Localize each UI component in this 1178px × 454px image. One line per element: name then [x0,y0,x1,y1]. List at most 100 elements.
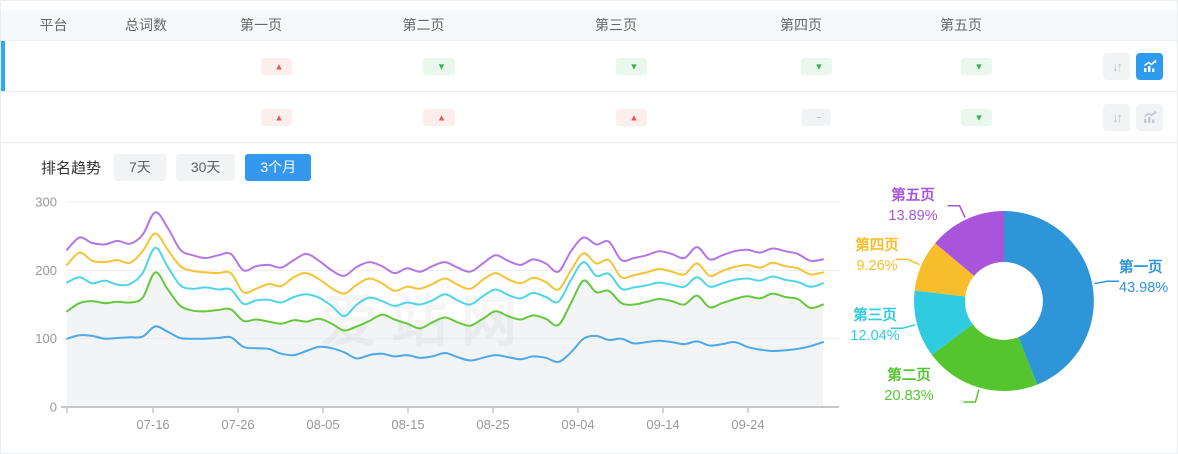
page-distribution-donut: 第一页 43.98% 第二页 20.83% 第三页 12.04% 第四页 9.26% 第… [839,179,1178,454]
table-header-row: 平台 总词数 第一页 第二页 第三页 第四页 第五页 [1,10,1177,41]
trend-chart-icon[interactable] [1136,103,1163,131]
slice-name: 第四页 [855,238,899,254]
arrow-down-icon: ▼ [814,61,824,71]
change-badge: ▼ [960,57,993,75]
series-line-第一页[interactable] [66,325,824,364]
slice-name: 第五页 [891,188,935,204]
page-4-cell: − [721,108,881,126]
slice-name: 第二页 [887,368,931,384]
active-row-indicator [1,92,5,142]
trend-bar: 排名趋势 7天 30天 3个月 [41,153,1177,181]
header-page-5: 第五页 [940,17,982,33]
page-5-cell: ▼ [881,108,1041,126]
page-3-cell: ▲ [511,108,721,126]
trend-tab[interactable]: 3个月 [245,153,312,181]
donut-slice-第二页[interactable] [931,324,1038,391]
sort-icon[interactable]: ↓↑ [1103,52,1130,80]
header-page-2: 第二页 [402,17,445,33]
slice-percent: 9.26% [856,257,898,274]
arrow-down-icon: ▼ [629,61,639,71]
donut-slice-第四页[interactable] [914,243,975,297]
arrow-down-icon: ▼ [974,112,984,122]
row-actions: ↓↑ [1041,52,1177,80]
donut-label-第三页: 第三页 12.04% [839,307,911,346]
trend-tab[interactable]: 7天 [114,153,166,181]
y-tick-label: 200 [35,263,57,278]
table-row[interactable]: ▲ ▼ ▼ ▼ ▼ ↓↑ [1,41,1177,92]
page-1-cell: ▲ [186,57,336,75]
donut-label-第一页: 第一页 43.98% [1119,259,1177,298]
series-line-第五页[interactable] [66,211,824,277]
y-tick-label: 100 [35,331,57,346]
arrow-down-icon: ▼ [437,61,446,71]
flat-dash-icon: − [816,112,822,122]
label-connector [890,324,916,329]
donut-label-第四页: 第四页 9.26% [841,237,913,276]
row-actions: ↓↑ [1041,103,1177,131]
page-5-cell: ▼ [881,57,1041,75]
slice-name: 第一页 [1119,260,1163,276]
page-2-cell: ▼ [336,57,511,75]
area-fill [67,272,823,407]
change-badge: ▲ [423,108,455,126]
header-page-1: 第一页 [240,17,282,33]
rank-trend-line-chart[interactable]: 爱站网 07-16 07-26 08-05 08-15 08-25 09-04 09-14 09… [1,189,846,441]
trend-title: 排名趋势 [41,159,102,177]
x-tick-label: 07-26 [221,417,254,432]
header-page-3: 第三页 [595,17,637,33]
header-platform: 平台 [39,17,68,33]
change-badge: ▲ [260,108,293,126]
trend-tabs: 7天 30天 3个月 [114,153,312,181]
arrow-up-icon: ▲ [274,112,284,122]
change-badge: ▲ [615,108,648,126]
slice-percent: 12.04% [850,327,900,344]
series-line-第三页[interactable] [66,246,824,318]
arrow-up-icon: ▲ [437,112,446,122]
arrow-up-icon: ▲ [629,112,639,122]
slice-percent: 20.83% [884,387,934,404]
donut-slice-第一页[interactable] [1004,211,1094,385]
donut-chart-svg[interactable] [841,179,1178,454]
table-body: ▲ ▼ ▼ ▼ ▼ ↓↑ [1,41,1177,143]
donut-label-第二页: 第二页 20.83% [873,367,945,406]
change-badge: ▼ [423,57,455,75]
series-line-第二页[interactable] [66,271,824,332]
x-tick-label: 08-05 [306,417,339,432]
x-tick-label: 09-04 [561,417,594,432]
y-tick-label: 300 [35,195,57,210]
slice-percent: 43.98% [1119,279,1169,296]
label-connector [895,258,920,266]
label-connector [963,389,980,403]
page-4-cell: ▼ [721,57,881,75]
page-2-cell: ▲ [336,108,511,126]
change-badge: − [802,108,831,126]
active-row-indicator [1,41,5,91]
slice-name: 第三页 [853,308,897,324]
x-tick-label: 09-14 [646,417,679,432]
x-tick-label: 09-24 [731,417,764,432]
x-tick-label: 07-16 [136,417,169,432]
donut-slice-第三页[interactable] [913,290,973,355]
header-page-4: 第四页 [780,17,822,33]
change-badge: ▲ [260,57,293,75]
trend-chart-icon[interactable] [1136,52,1163,80]
trend-tab[interactable]: 30天 [175,153,236,181]
table-row[interactable]: ▲ ▲ ▲ − ▼ ↓↑ [1,92,1177,143]
page-1-cell: ▲ [186,108,336,126]
donut-slice-第五页[interactable] [935,211,1004,276]
rank-table: 平台 总词数 第一页 第二页 第三页 第四页 第五页 ▲ ▼ ▼ [1,10,1177,143]
arrow-up-icon: ▲ [274,61,284,71]
slice-percent: 13.89% [888,207,938,224]
change-badge: ▼ [800,57,833,75]
header-total-words: 总词数 [125,17,167,33]
series-line-第四页[interactable] [66,232,824,295]
donut-label-第五页: 第五页 13.89% [877,187,949,226]
sort-icon[interactable]: ↓↑ [1103,103,1130,131]
label-connector [1094,280,1120,285]
y-tick-label: 0 [50,400,57,415]
arrow-down-icon: ▼ [974,61,984,71]
x-tick-label: 08-25 [476,417,509,432]
change-badge: ▼ [615,57,648,75]
change-badge: ▼ [960,108,993,126]
